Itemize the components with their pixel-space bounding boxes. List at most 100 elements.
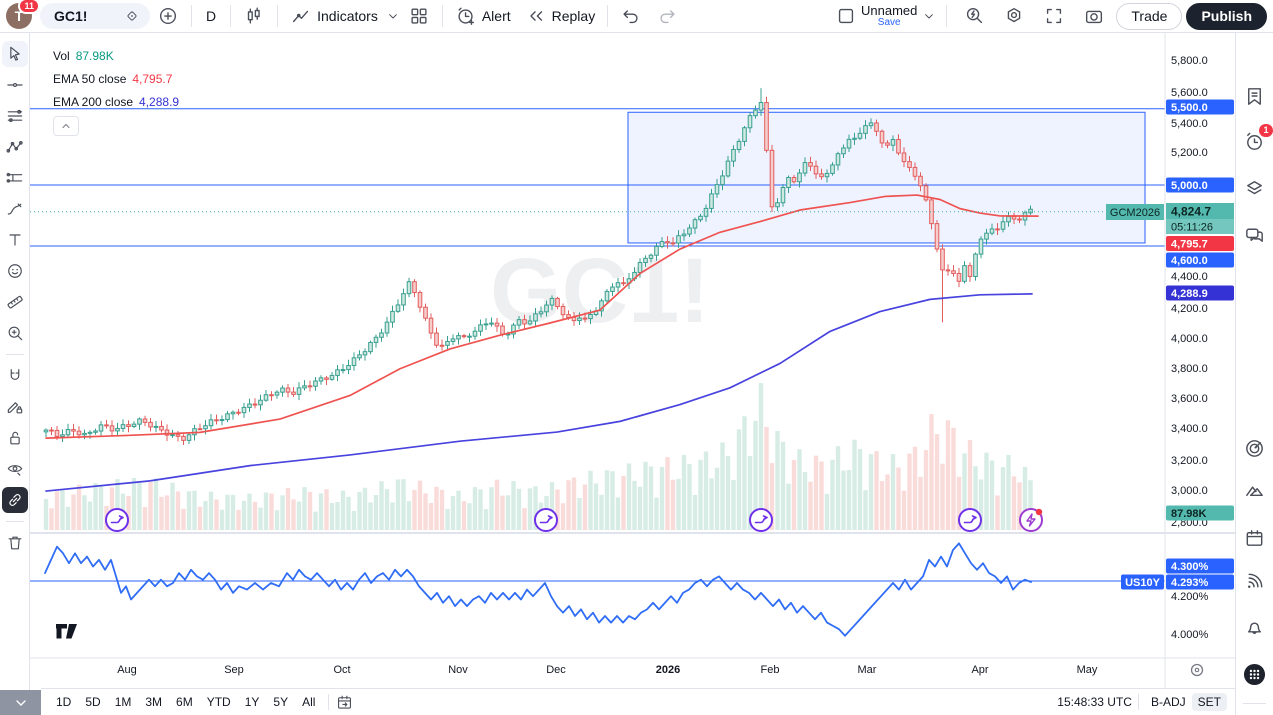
ideas-button[interactable] bbox=[1241, 477, 1269, 505]
redo-button[interactable] bbox=[649, 2, 685, 30]
lock-drawings-tool-button[interactable] bbox=[2, 425, 28, 451]
apps-menu-button[interactable] bbox=[1241, 660, 1269, 688]
trend-line-icon bbox=[6, 83, 23, 88]
toolbar-divider bbox=[441, 5, 443, 27]
trend-line-tool-button[interactable] bbox=[2, 72, 28, 98]
chart-style-button[interactable] bbox=[236, 2, 272, 30]
text-icon bbox=[8, 234, 21, 246]
ema200-value: 4,288.9 bbox=[139, 94, 180, 109]
remove-drawings-tool-button[interactable] bbox=[2, 530, 28, 556]
layout-chevron-icon[interactable] bbox=[921, 8, 937, 24]
timeframe-button[interactable]: D bbox=[197, 5, 225, 27]
alerts-clock-icon bbox=[1247, 132, 1262, 150]
range-5y-button[interactable]: 5Y bbox=[273, 695, 289, 709]
svg-text:3,000.0: 3,000.0 bbox=[1171, 485, 1208, 497]
range-3m-button[interactable]: 3M bbox=[145, 695, 163, 709]
watchlist-button[interactable] bbox=[1241, 82, 1269, 110]
compare-add-symbol-button[interactable] bbox=[150, 2, 186, 30]
symbol-name: GC1! bbox=[54, 8, 88, 24]
alerts-panel-button[interactable]: 1 bbox=[1241, 124, 1273, 155]
alert-button[interactable]: Alert bbox=[448, 2, 518, 30]
emoji-icon bbox=[7, 264, 22, 278]
range-all-button[interactable]: All bbox=[302, 695, 316, 709]
save-label: Save bbox=[877, 16, 901, 28]
calendar-button[interactable] bbox=[1241, 524, 1269, 552]
link-icon bbox=[8, 494, 21, 506]
magnet-tool-button[interactable] bbox=[2, 363, 28, 389]
alert-clock-icon bbox=[458, 7, 474, 25]
alert-label: Alert bbox=[481, 8, 511, 24]
indicators-chevron-icon[interactable] bbox=[385, 8, 401, 24]
quick-search-button[interactable] bbox=[956, 2, 992, 30]
symbol-search-input[interactable]: GC1! bbox=[40, 3, 150, 29]
chat-button[interactable] bbox=[1241, 221, 1269, 249]
clock-display[interactable]: 15:48:33 UTC bbox=[1057, 695, 1132, 709]
svg-text:May: May bbox=[1077, 664, 1098, 676]
undo-button[interactable] bbox=[613, 2, 649, 30]
save-layout-checkbox-icon[interactable] bbox=[835, 5, 857, 27]
legend-collapse-button[interactable] bbox=[53, 116, 79, 136]
zoom-tool-button[interactable] bbox=[2, 320, 28, 346]
range-5d-button[interactable]: 5D bbox=[85, 695, 101, 709]
settings-button[interactable] bbox=[996, 2, 1032, 30]
svg-text:Apr: Apr bbox=[971, 664, 988, 676]
measure-tool-button[interactable] bbox=[2, 289, 28, 315]
hide-drawings-tool-button[interactable] bbox=[2, 456, 28, 482]
pencil-lock-icon bbox=[7, 402, 22, 414]
svg-text:3,200.0: 3,200.0 bbox=[1171, 455, 1208, 467]
text-tool-button[interactable] bbox=[2, 227, 28, 253]
price-chart-svg[interactable]: GC1! 5,800.0 5,600.0 5,400.0 5,200.0 4,400.0 4… bbox=[30, 33, 1235, 688]
range-1d-button[interactable]: 1D bbox=[56, 695, 72, 709]
range-1m-button[interactable]: 1M bbox=[114, 695, 132, 709]
range-1y-button[interactable]: 1Y bbox=[244, 695, 260, 709]
legend-ema200-row[interactable]: EMA 200 close 4,288.9 bbox=[53, 93, 179, 110]
pattern-tool-button[interactable] bbox=[2, 134, 28, 160]
left-toolbar-collapse-tab[interactable] bbox=[0, 690, 41, 715]
emoji-tool-button[interactable] bbox=[2, 258, 28, 284]
fib-lines-tool-button[interactable] bbox=[2, 103, 28, 129]
svg-text:5,800.0: 5,800.0 bbox=[1171, 55, 1208, 67]
svg-text:4.293%: 4.293% bbox=[1171, 577, 1209, 589]
publish-button[interactable]: Publish bbox=[1186, 2, 1267, 30]
toolbar-divider bbox=[946, 5, 948, 27]
legend-ema50-row[interactable]: EMA 50 close 4,795.7 bbox=[53, 70, 179, 87]
sync-drawings-tool-button[interactable] bbox=[1, 487, 28, 513]
streams-button[interactable] bbox=[1241, 567, 1269, 595]
svg-text:4,200.0: 4,200.0 bbox=[1171, 303, 1208, 315]
session-toggle[interactable]: SET bbox=[1191, 693, 1227, 711]
range-6m-button[interactable]: 6M bbox=[176, 695, 193, 709]
notifications-button[interactable] bbox=[1241, 613, 1269, 641]
toolbar-divider bbox=[277, 5, 279, 27]
indicators-button[interactable]: Indicators bbox=[283, 2, 385, 30]
footer-divider bbox=[1137, 694, 1139, 710]
indicators-label: Indicators bbox=[317, 8, 378, 24]
range-ytd-button[interactable]: YTD bbox=[206, 695, 231, 709]
drawing-mode-tool-button[interactable] bbox=[2, 394, 28, 420]
svg-text:5,600.0: 5,600.0 bbox=[1171, 87, 1208, 99]
user-avatar[interactable]: T 11 bbox=[6, 0, 40, 29]
replay-button[interactable]: Replay bbox=[518, 2, 603, 30]
legend-volume-row[interactable]: Vol 87.98K bbox=[53, 47, 179, 64]
adjustment-toggle[interactable]: B-ADJ bbox=[1150, 695, 1186, 709]
cursor-tool-button[interactable] bbox=[1, 41, 28, 67]
left-toolbar bbox=[0, 33, 30, 715]
position-tool-button[interactable] bbox=[2, 165, 28, 191]
trade-button[interactable]: Trade bbox=[1116, 2, 1183, 30]
svg-text:Nov: Nov bbox=[448, 664, 468, 676]
svg-text:3,400.0: 3,400.0 bbox=[1171, 423, 1208, 435]
layout-templates-button[interactable] bbox=[401, 2, 437, 30]
svg-text:05:11:26: 05:11:26 bbox=[1171, 222, 1213, 234]
fullscreen-button[interactable] bbox=[1036, 2, 1072, 30]
layout-name-button[interactable]: Unnamed Save bbox=[861, 4, 917, 28]
chevron-down-icon bbox=[15, 699, 26, 706]
screenshot-button[interactable] bbox=[1076, 2, 1112, 30]
svg-text:5,400.0: 5,400.0 bbox=[1171, 118, 1208, 130]
svg-text:Mar: Mar bbox=[858, 664, 877, 676]
calendar-icon bbox=[1246, 529, 1263, 546]
footer-divider bbox=[328, 694, 330, 710]
object-tree-button[interactable] bbox=[1241, 174, 1269, 202]
go-to-date-button[interactable] bbox=[335, 693, 354, 712]
screener-button[interactable] bbox=[1241, 434, 1269, 462]
brush-tool-button[interactable] bbox=[2, 196, 28, 222]
candles-icon bbox=[247, 7, 260, 24]
